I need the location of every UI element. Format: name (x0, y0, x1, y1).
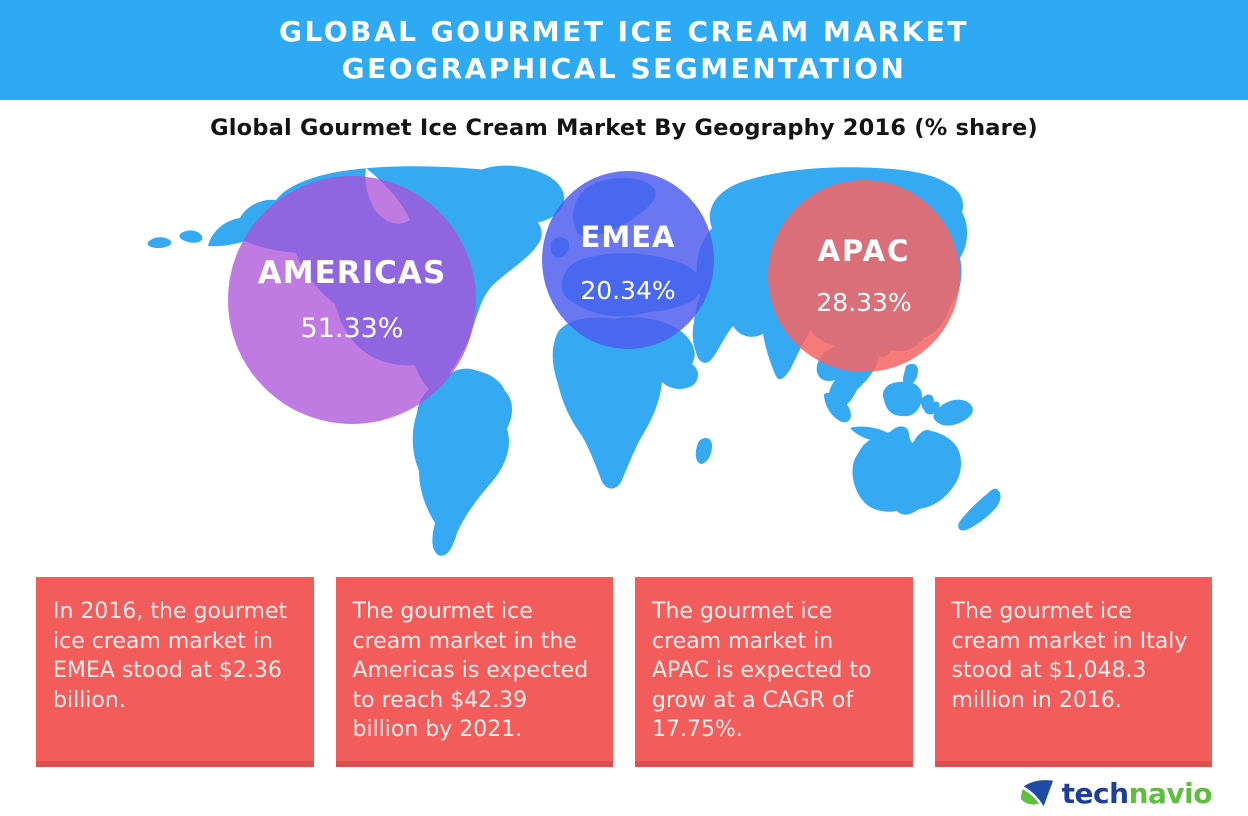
fact-card-italy: The gourmet ice cream market in Italy st… (934, 577, 1212, 767)
map-sumatra (824, 392, 851, 423)
brand-text-navio: navio (1128, 777, 1213, 810)
fact-text: The gourmet ice cream market in APAC is … (652, 599, 872, 742)
bubble-americas: AMERICAS 51.33% (228, 176, 476, 424)
map-new-guinea (933, 399, 973, 426)
technavio-logo: technavio (1017, 776, 1213, 812)
header-banner: GLOBAL GOURMET ICE CREAM MARKET GEOGRAPH… (0, 0, 1248, 100)
region-share-apac: 28.33% (816, 288, 912, 317)
fact-card-apac: The gourmet ice cream market in APAC is … (635, 577, 913, 767)
region-name-americas: AMERICAS (257, 255, 447, 291)
fact-card-emea: In 2016, the gourmet ice cream market in… (36, 577, 314, 767)
map-south-america (412, 368, 512, 556)
fact-text: The gourmet ice cream market in Italy st… (951, 599, 1188, 713)
bubble-apac: APAC 28.33% (768, 180, 960, 372)
region-name-emea: EMEA (580, 220, 676, 254)
fact-text: The gourmet ice cream market in the Amer… (352, 599, 589, 742)
map-new-zealand (958, 488, 1001, 531)
map-madagascar (695, 438, 712, 464)
region-share-americas: 51.33% (300, 313, 404, 344)
header-title-line1: GLOBAL GOURMET ICE CREAM MARKET (278, 14, 970, 48)
map-sulawesi (920, 394, 940, 415)
map-philippines (903, 363, 918, 386)
map-australia (852, 426, 961, 515)
map-borneo (882, 381, 922, 417)
fact-text: In 2016, the gourmet ice cream market in… (53, 599, 288, 713)
region-share-emea: 20.34% (580, 276, 676, 305)
map-greenland (459, 165, 565, 231)
region-name-apac: APAC (817, 234, 911, 268)
paper-plane-icon (1020, 780, 1053, 807)
map-islands-west (147, 230, 203, 248)
header-title-line2: GEOGRAPHICAL SEGMENTATION (341, 51, 907, 85)
map-africa (552, 317, 698, 489)
chart-title: Global Gourmet Ice Cream Market By Geogr… (210, 115, 1038, 141)
brand-text-tech: tech (1061, 777, 1129, 810)
brand-wordmark: technavio (1061, 777, 1213, 810)
fact-cards-row: In 2016, the gourmet ice cream market in… (36, 577, 1212, 767)
fact-card-americas: The gourmet ice cream market in the Amer… (335, 577, 613, 767)
bubble-emea: EMEA 20.34% (542, 171, 714, 349)
